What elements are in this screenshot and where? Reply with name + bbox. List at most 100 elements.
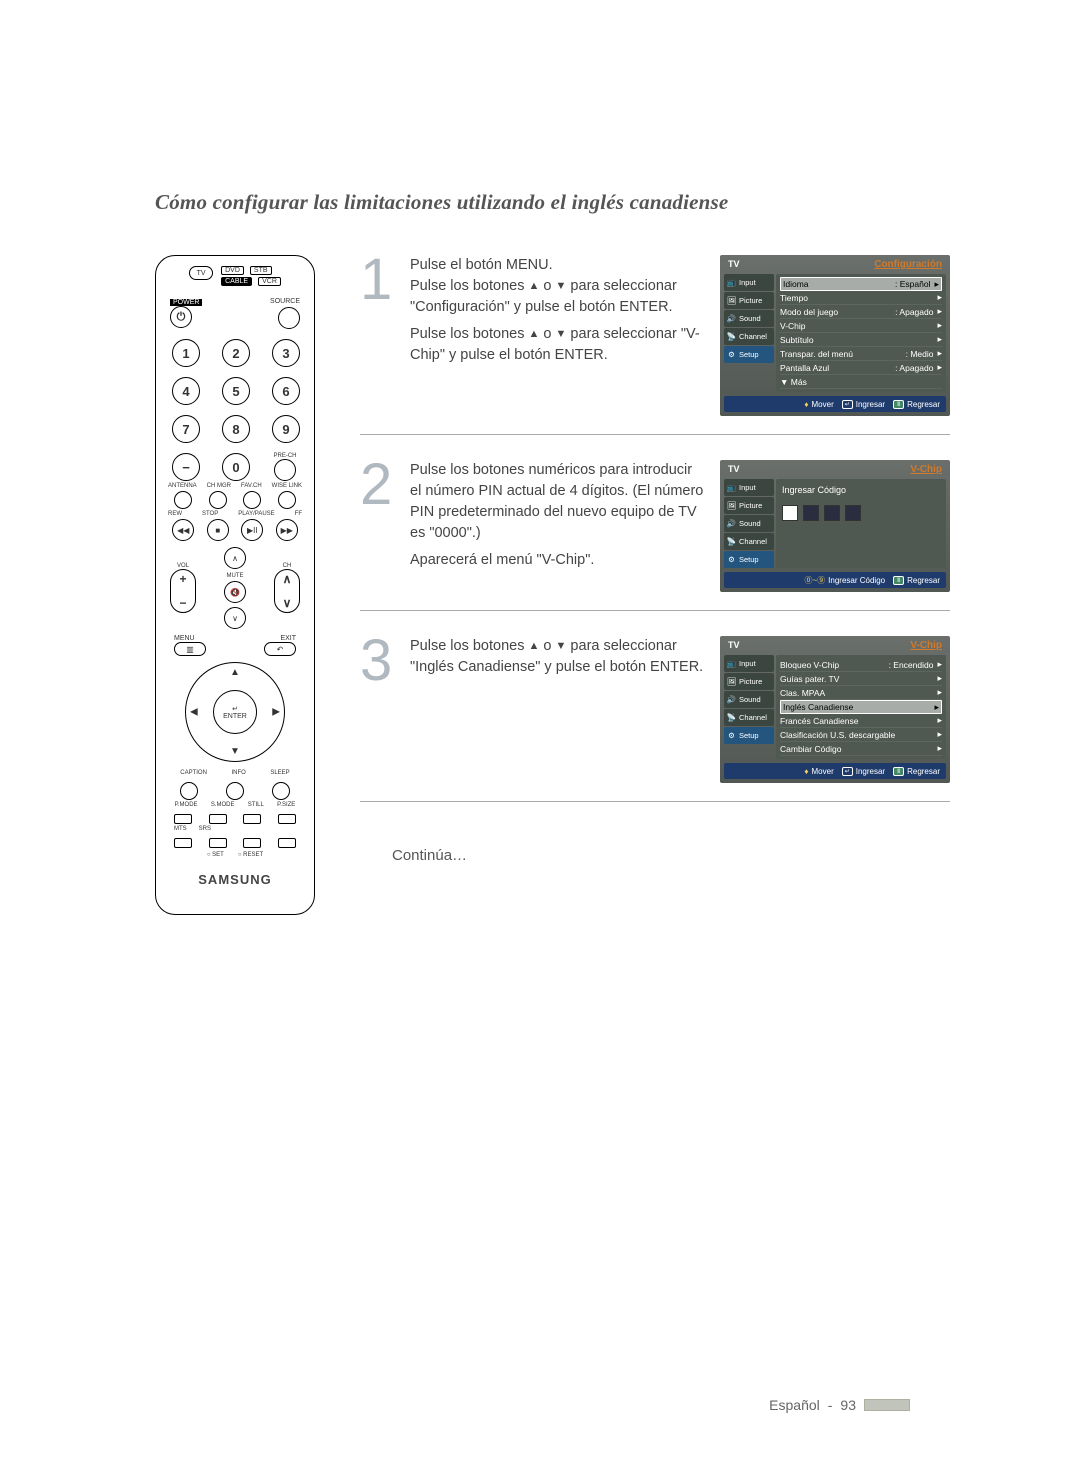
osd-tab-input: 📺Input xyxy=(724,274,774,291)
stop-btn[interactable]: ■ xyxy=(207,519,229,541)
osd-screen-2: TVV-Chip 📺Input🖼Picture🔊Sound📡Channel⚙Se… xyxy=(720,460,950,592)
play-btn[interactable]: ▶II xyxy=(241,519,263,541)
osd2-title: V-Chip xyxy=(910,464,942,475)
still-label: STILL xyxy=(248,802,264,808)
osd-row: Guías pater. TV▸ xyxy=(780,672,942,686)
step-1: 1 Pulse el botón MENU. Pulse los botones… xyxy=(360,255,950,435)
menu-btn[interactable]: ▥ xyxy=(174,642,206,656)
step-2: 2 Pulse los botones numéricos para intro… xyxy=(360,460,950,611)
nav-ring[interactable]: ▲ ▼ ◀ ▶ ↵ENTER xyxy=(185,662,285,762)
step-num-3: 3 xyxy=(360,636,400,685)
pin-2 xyxy=(803,505,819,521)
num-4[interactable]: 4 xyxy=(172,377,200,405)
dash-btn[interactable]: − xyxy=(172,453,200,481)
psize-btn[interactable] xyxy=(278,814,296,824)
osd-tab-picture: 🖼Picture xyxy=(724,673,774,690)
osd-screen-3: TVV-Chip 📺Input🖼Picture🔊Sound📡Channel⚙Se… xyxy=(720,636,950,783)
osd1-tv: TV xyxy=(728,259,740,270)
remote-dvd-btn[interactable]: DVD xyxy=(221,266,244,275)
favch-btn[interactable] xyxy=(243,491,261,509)
osd-row: Transpar. del menú: Medio▸ xyxy=(780,347,942,361)
srs-label: SRS xyxy=(199,826,211,832)
step1-text2a: Pulse los botones xyxy=(410,278,529,294)
remote-vcr-btn[interactable]: VCR xyxy=(258,277,281,286)
page-title: Cómo configurar las limitaciones utiliza… xyxy=(155,190,950,215)
osd-row: Subtítulo▸ xyxy=(780,333,942,347)
prech-btn[interactable] xyxy=(274,459,296,481)
exit-btn[interactable]: ↶ xyxy=(264,642,296,656)
osd-row: Bloqueo V-Chip: Encendido▸ xyxy=(780,658,942,672)
power-label: POWER xyxy=(170,299,202,306)
num-0[interactable]: 0 xyxy=(222,453,250,481)
vol-rocker[interactable]: +− xyxy=(170,569,196,613)
osd3-title: V-Chip xyxy=(910,640,942,651)
osd-tab-input: 📺Input xyxy=(724,655,774,672)
osd-row: Modo del juego: Apagado▸ xyxy=(780,305,942,319)
still-btn[interactable] xyxy=(243,814,261,824)
osd-row: Francés Canadiense▸ xyxy=(780,714,942,728)
smode-btn[interactable] xyxy=(209,814,227,824)
psize-label: P.SIZE xyxy=(277,802,295,808)
info-btn[interactable] xyxy=(226,782,244,800)
brand-label: SAMSUNG xyxy=(166,872,304,887)
pmode-btn[interactable] xyxy=(174,814,192,824)
osd2-prompt: Ingresar Código xyxy=(782,485,940,495)
nav-left[interactable]: ◀ xyxy=(190,707,198,718)
rew-btn[interactable]: ◀◀ xyxy=(172,519,194,541)
num-2[interactable]: 2 xyxy=(222,339,250,367)
remote-cable-btn[interactable]: CABLE xyxy=(221,277,252,286)
source-button[interactable] xyxy=(278,307,300,329)
num-5[interactable]: 5 xyxy=(222,377,250,405)
mts-label: MTS xyxy=(174,826,187,832)
osd-screen-1: TVConfiguración 📺Input🖼Picture🔊Sound📡Cha… xyxy=(720,255,950,416)
num-7[interactable]: 7 xyxy=(172,415,200,443)
remote-stb-btn[interactable]: STB xyxy=(250,266,272,275)
ch-rocker[interactable]: ∧∨ xyxy=(274,569,300,613)
osd-row: Pantalla Azul: Apagado▸ xyxy=(780,361,942,375)
mute-label: MUTE xyxy=(227,573,244,579)
osd1-f1: Mover xyxy=(812,400,834,409)
caption-btn[interactable] xyxy=(180,782,198,800)
source-label: SOURCE xyxy=(270,298,300,305)
osd-row: ▼ Más xyxy=(780,375,942,389)
antenna-label: ANTENNA xyxy=(168,483,197,489)
osd-tab-sound: 🔊Sound xyxy=(724,310,774,327)
osd1-f2: Ingresar xyxy=(856,400,885,409)
extra1-btn[interactable] xyxy=(243,838,261,848)
power-button[interactable]: ⏻ xyxy=(170,306,192,328)
down-arrow-btn[interactable]: ∨ xyxy=(224,607,246,629)
extra2-btn[interactable] xyxy=(278,838,296,848)
step-num-2: 2 xyxy=(360,460,400,509)
wiselink-label: WISE LINK xyxy=(272,483,302,489)
remote-tv-btn[interactable]: TV xyxy=(189,266,213,280)
osd-tab-picture: 🖼Picture xyxy=(724,497,774,514)
osd-tab-setup: ⚙Setup xyxy=(724,551,774,568)
ff-btn[interactable]: ▶▶ xyxy=(276,519,298,541)
sleep-btn[interactable] xyxy=(272,782,290,800)
num-6[interactable]: 6 xyxy=(272,377,300,405)
osd-tab-input: 📺Input xyxy=(724,479,774,496)
num-9[interactable]: 9 xyxy=(272,415,300,443)
page-footer: Español - 93 xyxy=(769,1397,910,1413)
nav-up[interactable]: ▲ xyxy=(230,667,240,678)
num-1[interactable]: 1 xyxy=(172,339,200,367)
osd-tab-sound: 🔊Sound xyxy=(724,691,774,708)
pin-3 xyxy=(824,505,840,521)
osd-tab-sound: 🔊Sound xyxy=(724,515,774,532)
wiselink-btn[interactable] xyxy=(278,491,296,509)
play-label: PLAY/PAUSE xyxy=(238,511,274,517)
num-3[interactable]: 3 xyxy=(272,339,300,367)
nav-down[interactable]: ▼ xyxy=(230,746,240,757)
mute-btn[interactable]: 🔇 xyxy=(224,581,246,603)
num-8[interactable]: 8 xyxy=(222,415,250,443)
chmgr-btn[interactable] xyxy=(209,491,227,509)
srs-btn[interactable] xyxy=(209,838,227,848)
mts-btn[interactable] xyxy=(174,838,192,848)
up-arrow-btn[interactable]: ∧ xyxy=(224,547,246,569)
nav-right[interactable]: ▶ xyxy=(272,707,280,718)
osd3-f3: Regresar xyxy=(907,767,940,776)
antenna-btn[interactable] xyxy=(174,491,192,509)
enter-btn[interactable]: ↵ENTER xyxy=(213,690,257,734)
step-num-1: 1 xyxy=(360,255,400,304)
exit-label: EXIT xyxy=(264,635,296,642)
